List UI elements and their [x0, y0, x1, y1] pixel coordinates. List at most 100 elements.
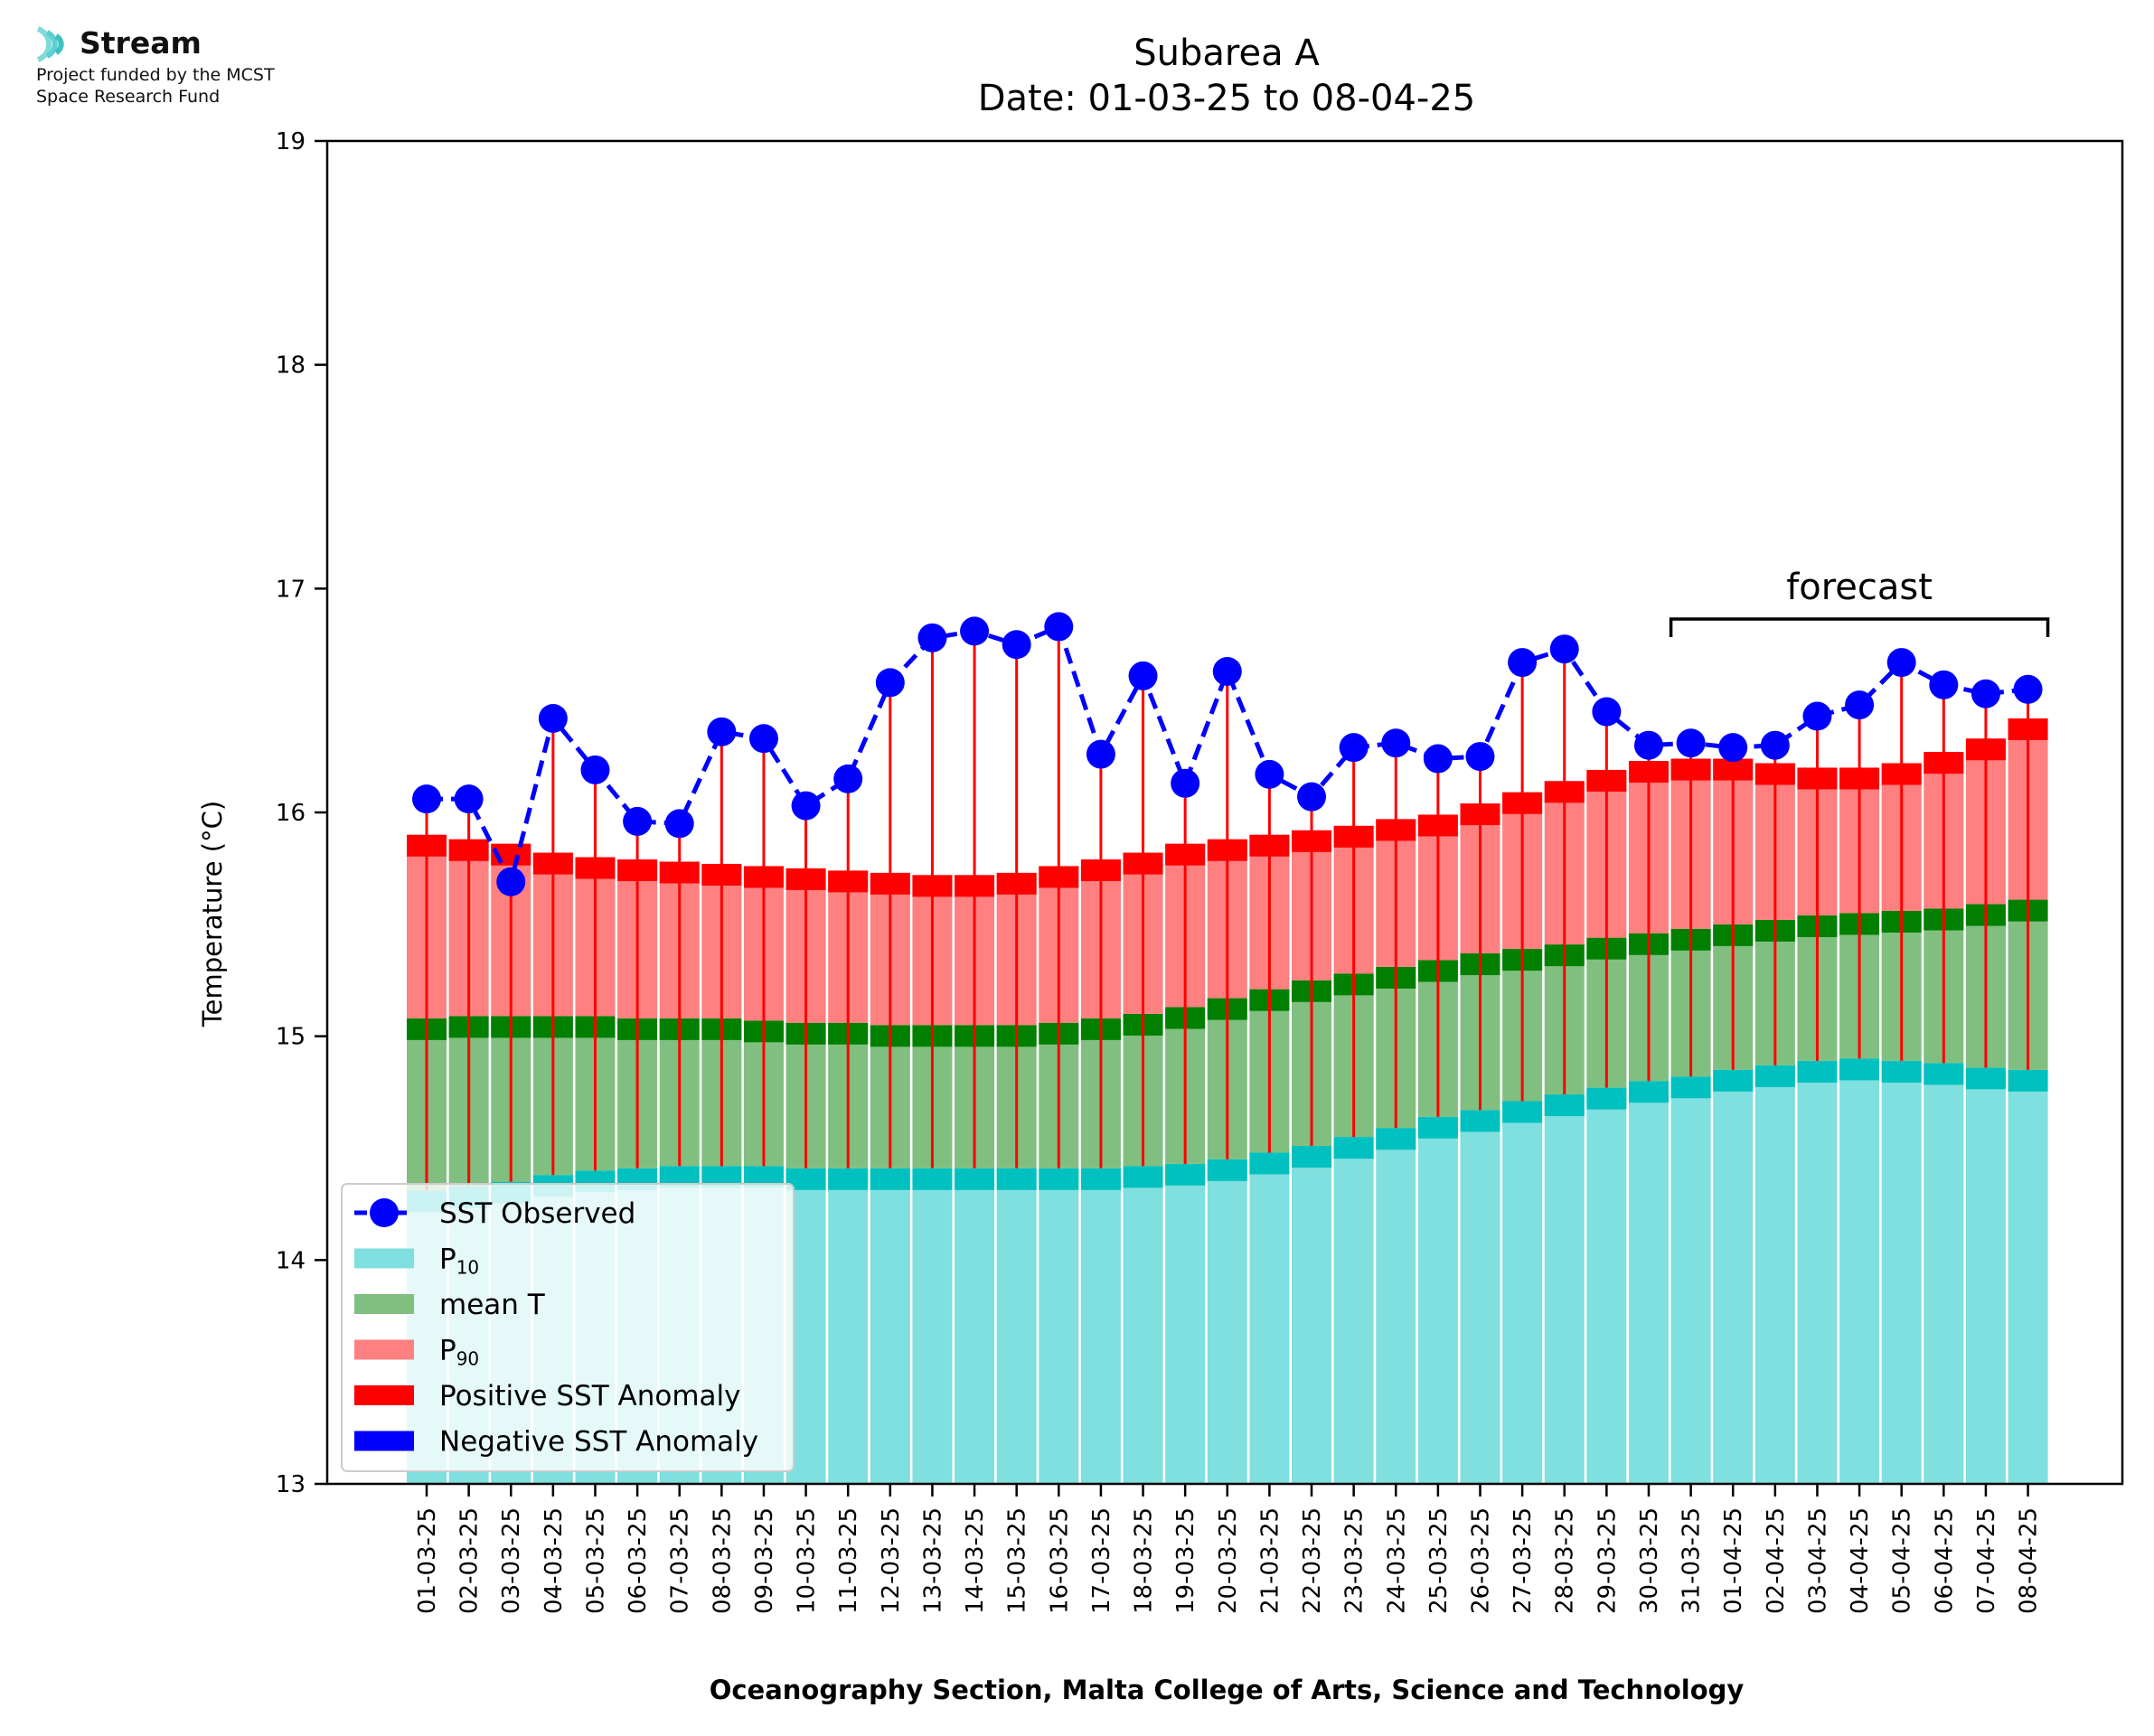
- x-tick-label: 03-04-25: [1804, 1507, 1831, 1614]
- p10-bar: [1544, 1094, 1585, 1484]
- x-tick-label: 04-03-25: [541, 1507, 568, 1614]
- x-tick-label: 30-03-25: [1636, 1507, 1663, 1614]
- x-axis: 01-03-25 02-03-25 03-03-25 04-03-25 05-03-25…: [414, 1484, 2043, 1614]
- y-tick-label: 13: [276, 1471, 306, 1498]
- legend-p10-swatch: [354, 1248, 414, 1269]
- legend-p90-subscript: 90: [456, 1348, 479, 1370]
- x-tick-label: 27-03-25: [1510, 1507, 1537, 1614]
- sst-observed-point: [454, 784, 484, 814]
- x-tick-label: 02-03-25: [456, 1507, 484, 1614]
- p10-bar: [912, 1168, 953, 1484]
- p10-bar-cap: [1292, 1146, 1332, 1168]
- p10-bar: [2008, 1069, 2048, 1484]
- x-tick-label: 20-03-25: [1215, 1507, 1242, 1614]
- x-tick-label: 01-03-25: [414, 1507, 441, 1614]
- sst-observed-point: [707, 717, 737, 746]
- x-tick-label: 11-03-25: [835, 1507, 862, 1614]
- x-tick-label: 29-03-25: [1594, 1507, 1621, 1614]
- x-tick-label: 12-03-25: [878, 1507, 905, 1614]
- p10-bar-cap: [870, 1168, 910, 1190]
- sst-observed-point: [538, 703, 568, 733]
- forecast-label: forecast: [1786, 567, 1933, 608]
- p10-bar-cap: [1165, 1163, 1206, 1186]
- y-tick-label: 17: [276, 576, 306, 603]
- p10-bar-cap: [1670, 1076, 1711, 1099]
- legend-p10-subscript: 10: [456, 1257, 479, 1279]
- sst-observed-point: [580, 755, 610, 784]
- p10-bar: [1292, 1146, 1332, 1484]
- p10-bar: [1670, 1076, 1711, 1484]
- p10-bar: [1417, 1116, 1458, 1484]
- p10-bar: [996, 1168, 1037, 1484]
- p10-bar-cap: [1965, 1067, 2006, 1090]
- sst-observed-point: [960, 616, 990, 646]
- x-tick-label: 14-03-25: [962, 1507, 989, 1614]
- stream-logo: Stream Project funded by the MCST Space …: [33, 22, 358, 121]
- chart-subtitle: Date: 01-03-25 to 08-04-25: [978, 78, 1476, 119]
- p10-bar: [1628, 1081, 1669, 1484]
- p10-bar-cap: [1417, 1116, 1458, 1139]
- p10-bar: [870, 1168, 910, 1484]
- p10-bar: [1460, 1110, 1500, 1484]
- p10-bar-cap: [1039, 1168, 1079, 1190]
- x-tick-label: 31-03-25: [1679, 1507, 1706, 1614]
- p10-bar-cap: [1628, 1081, 1669, 1103]
- p10-bar: [1123, 1166, 1163, 1484]
- p10-bar-cap: [996, 1168, 1037, 1190]
- sst-observed-point: [1465, 742, 1495, 772]
- p10-bar-cap: [1924, 1063, 1964, 1085]
- stream-logo-icon: [36, 26, 64, 62]
- sst-observed-point: [1212, 656, 1242, 686]
- p10-bar-cap: [1502, 1101, 1543, 1123]
- p10-bar: [1797, 1060, 1838, 1484]
- x-tick-label: 18-03-25: [1131, 1507, 1158, 1614]
- chart-title: Subarea A: [1133, 33, 1320, 74]
- x-tick-label: 05-04-25: [1889, 1507, 1916, 1614]
- p10-bar-cap: [1839, 1058, 1880, 1081]
- sst-observed-point: [1718, 733, 1748, 763]
- sst-observed-point: [412, 784, 441, 814]
- logo-funding-line-1: Project funded by the MCST: [36, 65, 275, 85]
- sst-observed-point: [875, 668, 905, 698]
- x-tick-label: 03-03-25: [498, 1507, 525, 1614]
- p10-bar: [1713, 1069, 1754, 1484]
- sst-observed-point: [833, 764, 863, 793]
- legend-mean-swatch: [354, 1294, 414, 1314]
- x-tick-label: 17-03-25: [1088, 1507, 1115, 1614]
- sst-observed-point: [1255, 759, 1284, 789]
- logo-name: Stream: [80, 25, 202, 61]
- sst-observed-point: [1592, 697, 1622, 727]
- p10-bar-cap: [1754, 1065, 1795, 1087]
- x-tick-label: 28-03-25: [1552, 1507, 1579, 1614]
- sst-observed-point: [748, 724, 778, 754]
- legend-positive_anomaly-swatch: [354, 1385, 414, 1405]
- y-axis: 13 14 15 16 17 18 19: [276, 128, 327, 1498]
- sst-observed-point: [1802, 701, 1832, 731]
- x-tick-label: 02-04-25: [1763, 1507, 1790, 1614]
- x-tick-label: 24-03-25: [1383, 1507, 1410, 1614]
- sst-observed-point: [496, 867, 526, 896]
- p10-bar: [1881, 1060, 1922, 1484]
- sst-observed-point: [1171, 768, 1200, 798]
- x-tick-label: 06-03-25: [625, 1507, 652, 1614]
- logo-funding-line-2: Space Research Fund: [36, 87, 221, 107]
- p10-bar-cap: [1797, 1060, 1838, 1083]
- x-tick-label: 26-03-25: [1468, 1507, 1495, 1614]
- sst-observed-point: [1549, 634, 1579, 664]
- y-tick-label: 19: [276, 128, 306, 155]
- p10-bar-cap: [912, 1168, 953, 1190]
- p10-bar: [1333, 1137, 1374, 1484]
- x-tick-label: 07-04-25: [1973, 1507, 2000, 1614]
- sst-observed-point: [664, 809, 694, 839]
- x-tick-label: 22-03-25: [1299, 1507, 1326, 1614]
- p10-bar-cap: [955, 1168, 995, 1190]
- sst-observed-point: [1760, 730, 1790, 760]
- forecast-annotation: forecast: [1669, 567, 2050, 637]
- x-tick-label: 25-03-25: [1425, 1507, 1453, 1614]
- p10-bar-cap: [1207, 1159, 1247, 1181]
- x-tick-label: 19-03-25: [1172, 1507, 1199, 1614]
- p10-bar-cap: [1460, 1110, 1500, 1132]
- y-tick-label: 15: [276, 1024, 306, 1051]
- p10-bar-cap: [2008, 1069, 2048, 1092]
